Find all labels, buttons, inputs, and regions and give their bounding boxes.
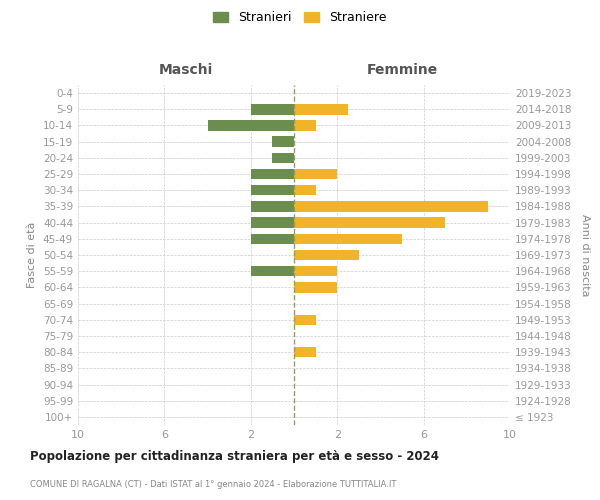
- Y-axis label: Anni di nascita: Anni di nascita: [580, 214, 590, 296]
- Y-axis label: Fasce di età: Fasce di età: [28, 222, 37, 288]
- Bar: [294, 185, 316, 196]
- Bar: [251, 218, 294, 228]
- Bar: [251, 201, 294, 211]
- Bar: [251, 169, 294, 179]
- Text: Popolazione per cittadinanza straniera per età e sesso - 2024: Popolazione per cittadinanza straniera p…: [30, 450, 439, 463]
- Bar: [208, 120, 294, 130]
- Bar: [294, 234, 402, 244]
- Bar: [251, 104, 294, 115]
- Bar: [294, 218, 445, 228]
- Text: Femmine: Femmine: [367, 63, 437, 77]
- Bar: [294, 120, 316, 130]
- Bar: [294, 201, 488, 211]
- Bar: [294, 104, 348, 115]
- Text: COMUNE DI RAGALNA (CT) - Dati ISTAT al 1° gennaio 2024 - Elaborazione TUTTITALIA: COMUNE DI RAGALNA (CT) - Dati ISTAT al 1…: [30, 480, 397, 489]
- Text: Maschi: Maschi: [159, 63, 213, 77]
- Bar: [251, 266, 294, 276]
- Bar: [294, 314, 316, 325]
- Bar: [294, 282, 337, 292]
- Bar: [294, 266, 337, 276]
- Bar: [294, 347, 316, 358]
- Legend: Stranieri, Straniere: Stranieri, Straniere: [208, 6, 392, 29]
- Bar: [272, 152, 294, 163]
- Bar: [251, 185, 294, 196]
- Bar: [272, 136, 294, 147]
- Bar: [294, 250, 359, 260]
- Bar: [294, 169, 337, 179]
- Bar: [251, 234, 294, 244]
